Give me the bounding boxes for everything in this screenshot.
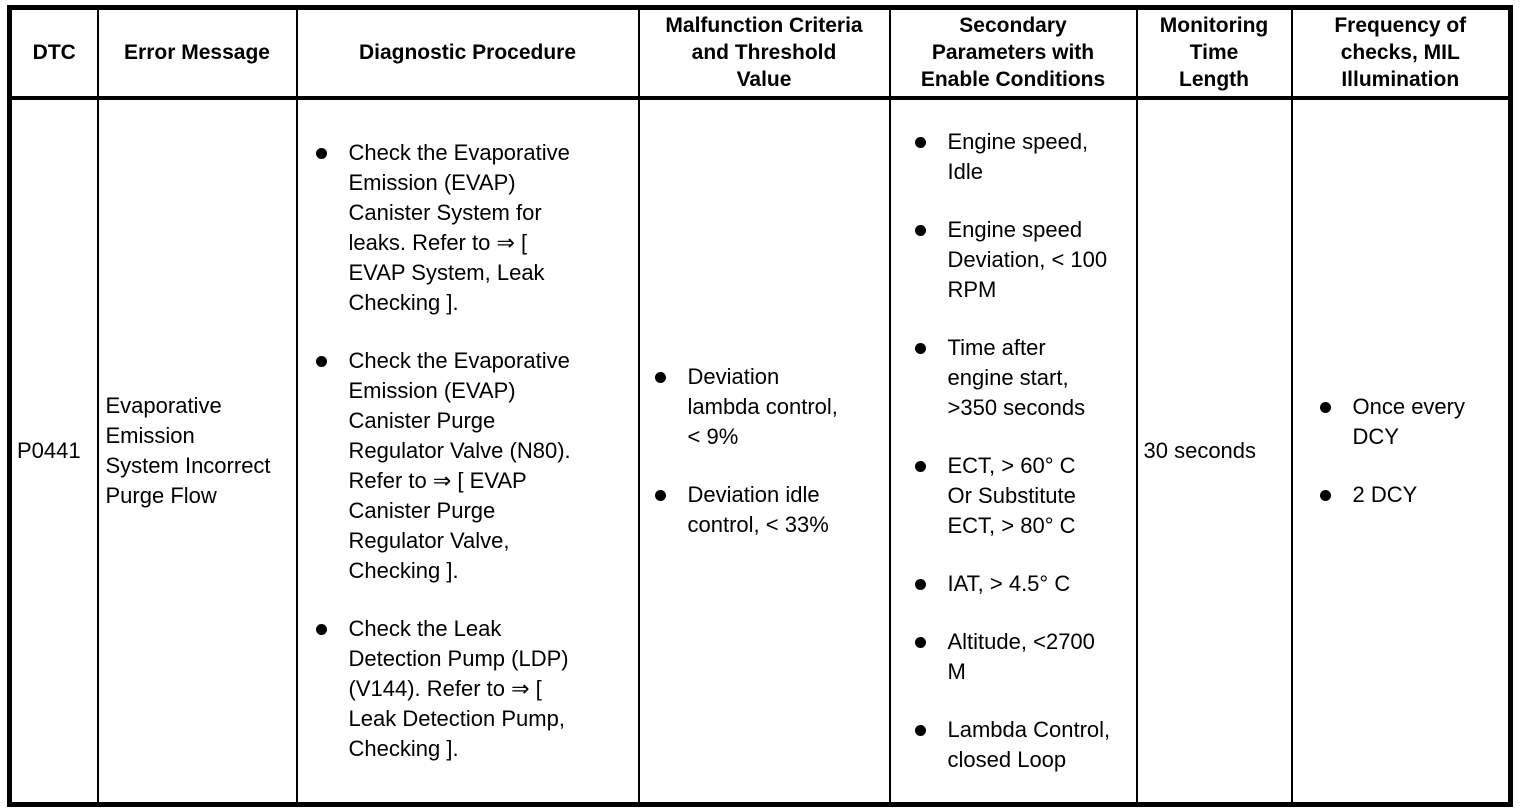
header-diagnostic-procedure: Diagnostic Procedure: [295, 6, 640, 100]
bullet-icon: [1319, 489, 1331, 501]
list-item: Deviation lambda control, < 9%: [640, 362, 889, 452]
diagnostic-step: Check the Evaporative Emission (EVAP) Ca…: [348, 139, 570, 315]
bullet-icon: [914, 342, 926, 354]
cell-diagnostic-procedure: Check the Evaporative Emission (EVAP) Ca…: [295, 96, 640, 806]
bullet-icon: [315, 147, 327, 159]
header-dtc: DTC: [8, 6, 99, 100]
monitoring-time-value: 30 seconds: [1143, 437, 1257, 463]
list-item: Time after engine start, >350 seconds: [891, 333, 1136, 423]
bullet-icon: [1319, 401, 1331, 413]
header-row: DTC Error Message Diagnostic Procedure M…: [8, 6, 1512, 100]
cell-monitoring-time: 30 seconds: [1135, 96, 1293, 806]
list-item: Lambda Control, closed Loop: [891, 715, 1136, 775]
header-secondary-parameters: Secondary Parameters with Enable Conditi…: [888, 6, 1138, 100]
diagnostic-step: Check the Leak Detection Pump (LDP) (V14…: [348, 615, 569, 761]
list-item: ECT, > 60° C Or Substitute ECT, > 80° C: [891, 451, 1136, 541]
header-monitoring-time: Monitoring Time Length: [1135, 6, 1293, 100]
cell-error-message: Evaporative Emission System Incorrect Pu…: [96, 96, 298, 806]
secondary-parameter: IAT, > 4.5° C: [947, 570, 1071, 596]
error-message-text: Evaporative Emission System Incorrect Pu…: [105, 392, 271, 508]
list-item: Engine speed, Idle: [891, 127, 1136, 187]
bullet-icon: [914, 724, 926, 736]
cell-secondary-parameters: Engine speed, Idle Engine speed Deviatio…: [888, 96, 1138, 806]
secondary-parameter: Lambda Control, closed Loop: [947, 716, 1111, 772]
cell-malfunction-criteria: Deviation lambda control, < 9% Deviation…: [637, 96, 891, 806]
bullet-icon: [914, 636, 926, 648]
bullet-icon: [654, 371, 666, 383]
header-frequency-of-checks: Frequency of checks, MIL Illumination: [1290, 6, 1512, 100]
header-malfunction-criteria: Malfunction Criteria and Threshold Value: [637, 6, 891, 100]
bullet-icon: [914, 578, 926, 590]
list-item: Engine speed Deviation, < 100 RPM: [891, 215, 1136, 305]
secondary-parameter: ECT, > 60° C Or Substitute ECT, > 80° C: [947, 452, 1076, 538]
dtc-code: P0441: [17, 437, 81, 463]
secondary-parameter: Time after engine start, >350 seconds: [947, 334, 1086, 420]
list-item: Check the Evaporative Emission (EVAP) Ca…: [298, 138, 638, 318]
malfunction-criterion: Deviation idle control, < 33%: [687, 481, 829, 537]
secondary-parameter: Altitude, <2700 M: [947, 628, 1095, 684]
frequency-item: Once every DCY: [1352, 393, 1466, 449]
cell-frequency-of-checks: Once every DCY 2 DCY: [1290, 96, 1512, 806]
table-row: P0441 Evaporative Emission System Incorr…: [8, 96, 1512, 806]
list-item: Altitude, <2700 M: [891, 627, 1136, 687]
list-item: Deviation idle control, < 33%: [640, 480, 889, 540]
secondary-parameter: Engine speed Deviation, < 100 RPM: [947, 216, 1108, 302]
bullet-icon: [914, 224, 926, 236]
frequency-item: 2 DCY: [1352, 481, 1418, 507]
bullet-icon: [315, 355, 327, 367]
cell-dtc: P0441: [8, 96, 99, 806]
list-item: Check the Leak Detection Pump (LDP) (V14…: [298, 614, 638, 764]
bullet-icon: [315, 623, 327, 635]
list-item: Once every DCY: [1293, 392, 1509, 452]
diagnostic-step: Check the Evaporative Emission (EVAP) Ca…: [348, 347, 571, 583]
list-item: 2 DCY: [1293, 480, 1509, 510]
bullet-icon: [654, 489, 666, 501]
header-error-message: Error Message: [96, 6, 298, 100]
bullet-icon: [914, 460, 926, 472]
dtc-table: DTC Error Message Diagnostic Procedure M…: [7, 5, 1513, 807]
bullet-icon: [914, 136, 926, 148]
list-item: Check the Evaporative Emission (EVAP) Ca…: [298, 346, 638, 586]
malfunction-criterion: Deviation lambda control, < 9%: [687, 363, 838, 449]
list-item: IAT, > 4.5° C: [891, 569, 1136, 599]
secondary-parameter: Engine speed, Idle: [947, 128, 1089, 184]
